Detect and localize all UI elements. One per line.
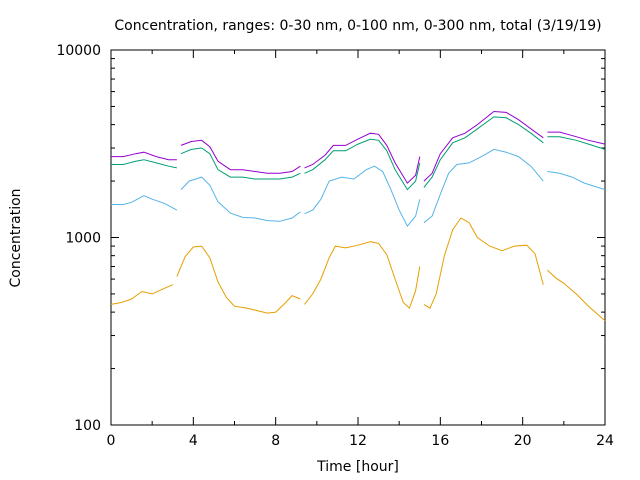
series-4 xyxy=(111,110,606,184)
series-2-segment-4 xyxy=(423,148,544,224)
x-tick-label: 16 xyxy=(431,433,449,449)
x-tick-label: 20 xyxy=(514,433,532,449)
series-3-segment-5 xyxy=(547,136,606,150)
y-tick-label: 10000 xyxy=(56,43,101,59)
y-tick-label: 100 xyxy=(74,418,101,434)
x-tick-label: 24 xyxy=(596,433,614,449)
x-tick-label: 8 xyxy=(271,433,280,449)
series-2-segment-3 xyxy=(304,165,421,228)
series-2-segment-2 xyxy=(180,176,301,222)
series-3-segment-2 xyxy=(180,147,301,180)
y-axis-label: Concentration xyxy=(8,188,24,287)
series-2-segment-1 xyxy=(111,195,178,211)
x-axis-label: Time [hour] xyxy=(316,459,399,475)
series-4-segment-5 xyxy=(547,131,606,145)
series-2 xyxy=(111,148,606,228)
series-1-segment-4 xyxy=(423,217,544,309)
x-tick-label: 12 xyxy=(349,433,367,449)
x-tick-label: 4 xyxy=(189,433,198,449)
series-4-segment-2 xyxy=(180,139,301,174)
series-4-segment-4 xyxy=(423,110,544,182)
series-1-segment-5 xyxy=(547,269,606,322)
series-4-segment-3 xyxy=(304,132,421,184)
x-tick-label: 0 xyxy=(107,433,116,449)
series-2-segment-5 xyxy=(547,171,606,191)
series-3 xyxy=(111,116,606,191)
chart-title: Concentration, ranges: 0-30 nm, 0-100 nm… xyxy=(114,18,601,34)
series-1-segment-3 xyxy=(304,241,421,309)
series-3-segment-1 xyxy=(111,159,178,169)
series-3-segment-3 xyxy=(304,138,421,191)
axis-ticks xyxy=(110,49,606,426)
series-1-segment-2 xyxy=(176,245,301,314)
series-1 xyxy=(110,217,606,322)
y-tick-label: 1000 xyxy=(65,231,101,247)
series-3-segment-4 xyxy=(423,116,544,188)
plot-frame xyxy=(110,49,606,426)
series-1-segment-1 xyxy=(110,284,174,305)
series-group xyxy=(110,110,606,322)
series-4-segment-1 xyxy=(111,151,177,161)
axis-tick-labels: 0 4 8 12 16 20 24 100 1000 10000 xyxy=(56,43,614,449)
